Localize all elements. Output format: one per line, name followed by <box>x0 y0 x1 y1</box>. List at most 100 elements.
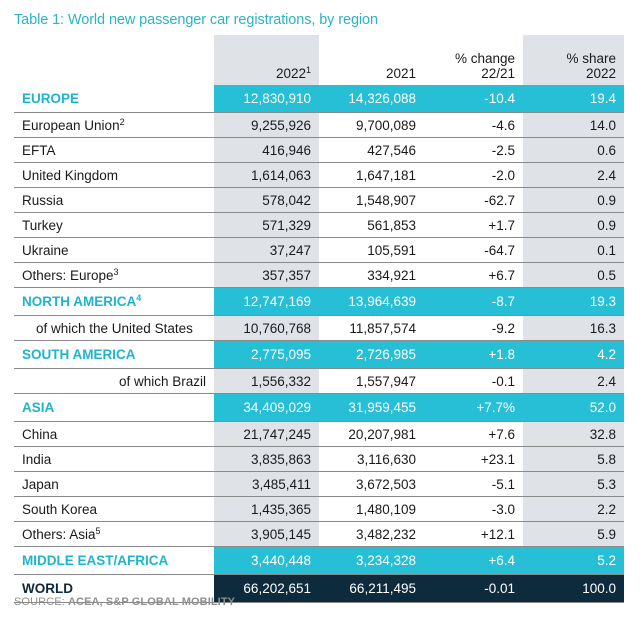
footnote-marker: 2 <box>119 116 125 127</box>
region-row: NORTH AMERICA4 12,747,169 13,964,639 -8.7 19… <box>14 287 624 316</box>
row-label: ASIA <box>14 393 214 422</box>
header-change-line1: % change <box>454 51 515 66</box>
row-label: Japan <box>14 471 214 497</box>
table-row: Japan 3,485,411 3,672,503 -5.1 5.3 <box>14 471 624 497</box>
value-share: 52.0 <box>523 393 624 422</box>
row-label: of which Brazil <box>14 368 214 394</box>
value-change: -62.7 <box>424 187 523 213</box>
row-label: WORLD <box>14 574 214 603</box>
value-2021: 427,546 <box>319 137 424 163</box>
source-text: ACEA, S&P GLOBAL MOBILITY <box>67 596 236 608</box>
value-2021: 31,959,455 <box>319 393 424 422</box>
footnote-marker: 3 <box>113 266 119 277</box>
row-label-text: Ukraine <box>22 242 69 258</box>
value-2022: 9,255,926 <box>214 112 319 138</box>
value-change: -9.2 <box>424 315 523 341</box>
header-2022: 20221 <box>214 35 319 85</box>
row-label-text: South Korea <box>22 501 98 517</box>
row-label-text: SOUTH AMERICA <box>22 347 136 362</box>
value-2022: 10,760,768 <box>214 315 319 341</box>
value-change: -8.7 <box>424 287 523 316</box>
value-2022: 3,440,448 <box>214 546 319 575</box>
row-label: European Union2 <box>14 112 214 138</box>
row-label-text: Others: Asia <box>22 526 96 542</box>
row-label: Others: Asia5 <box>14 521 214 547</box>
row-label: Ukraine <box>14 237 214 263</box>
row-label-text: EFTA <box>22 142 56 158</box>
footnote-marker: 4 <box>136 293 142 303</box>
value-2021: 11,857,574 <box>319 315 424 341</box>
table-row: South Korea 1,435,365 1,480,109 -3.0 2.2 <box>14 496 624 522</box>
row-label: Others: Europe3 <box>14 262 214 288</box>
value-share: 2.2 <box>523 496 624 522</box>
row-label-text: Others: Europe <box>22 267 114 283</box>
value-share: 16.3 <box>523 315 624 341</box>
value-share: 32.8 <box>523 421 624 447</box>
value-change: +7.7% <box>424 393 523 422</box>
row-label-text: Turkey <box>22 217 63 233</box>
value-share: 0.1 <box>523 237 624 263</box>
value-change: +7.6 <box>424 421 523 447</box>
row-label: SOUTH AMERICA <box>14 340 214 369</box>
table-row: China 21,747,245 20,207,981 +7.6 32.8 <box>14 421 624 447</box>
region-row: EUROPE 12,830,910 14,326,088 -10.4 19.4 <box>14 85 624 113</box>
value-change: +1.8 <box>424 340 523 369</box>
value-2021: 9,700,089 <box>319 112 424 138</box>
table-row: United Kingdom 1,614,063 1,647,181 -2.0 2.4 <box>14 162 624 188</box>
value-share: 0.9 <box>523 212 624 238</box>
value-share: 2.4 <box>523 162 624 188</box>
header-share-line2: 2022 <box>585 66 616 81</box>
value-change: +1.7 <box>424 212 523 238</box>
value-2022: 21,747,245 <box>214 421 319 447</box>
row-label: NORTH AMERICA4 <box>14 287 214 316</box>
row-label-text: MIDDLE EAST/AFRICA <box>22 553 169 568</box>
value-2021: 334,921 <box>319 262 424 288</box>
header-change: % change 22/21 <box>424 35 523 85</box>
value-change: -0.01 <box>424 574 523 603</box>
value-share: 0.5 <box>523 262 624 288</box>
value-share: 14.0 <box>523 112 624 138</box>
row-label-text: United Kingdom <box>22 167 119 183</box>
value-share: 4.2 <box>523 340 624 369</box>
value-2022: 578,042 <box>214 187 319 213</box>
value-2022: 1,435,365 <box>214 496 319 522</box>
value-share: 2.4 <box>523 368 624 394</box>
value-2022: 3,905,145 <box>214 521 319 547</box>
row-label-text: Russia <box>22 192 64 208</box>
row-label-text: NORTH AMERICA <box>22 294 137 309</box>
row-label: EUROPE <box>14 85 214 113</box>
table-row: European Union2 9,255,926 9,700,089 -4.6 14.… <box>14 112 624 138</box>
row-label: MIDDLE EAST/AFRICA <box>14 546 214 575</box>
value-2021: 13,964,639 <box>319 287 424 316</box>
value-share: 19.4 <box>523 85 624 113</box>
value-2021: 561,853 <box>319 212 424 238</box>
value-2022: 357,357 <box>214 262 319 288</box>
value-share: 5.3 <box>523 471 624 497</box>
value-change: -3.0 <box>424 496 523 522</box>
header-share-line1: % share <box>566 51 616 66</box>
row-label-text: China <box>22 426 58 442</box>
value-share: 5.9 <box>523 521 624 547</box>
table-row: Ukraine 37,247 105,591 -64.7 0.1 <box>14 237 624 263</box>
value-2022: 1,556,332 <box>214 368 319 394</box>
value-change: -0.1 <box>424 368 523 394</box>
source-prefix: SOURCE: <box>14 596 68 608</box>
value-2021: 2,726,985 <box>319 340 424 369</box>
header-row: 20221 2021 % change 22/21 % share 2022 <box>14 35 624 85</box>
value-2021: 1,480,109 <box>319 496 424 522</box>
table-row: Others: Europe3 357,357 334,921 +6.7 0.5 <box>14 262 624 288</box>
value-change: -64.7 <box>424 237 523 263</box>
value-2021: 1,647,181 <box>319 162 424 188</box>
table-row: of which the United States 10,760,768 11,8… <box>14 315 624 341</box>
table-row: EFTA 416,946 427,546 -2.5 0.6 <box>14 137 624 163</box>
value-2022: 66,202,651 <box>214 574 319 603</box>
value-2022: 3,485,411 <box>214 471 319 497</box>
value-change: +12.1 <box>424 521 523 547</box>
value-share: 0.6 <box>523 137 624 163</box>
value-2022: 2,775,095 <box>214 340 319 369</box>
row-label: United Kingdom <box>14 162 214 188</box>
value-2022: 37,247 <box>214 237 319 263</box>
table-row: Russia 578,042 1,548,907 -62.7 0.9 <box>14 187 624 213</box>
value-share: 0.9 <box>523 187 624 213</box>
value-change: +6.7 <box>424 262 523 288</box>
